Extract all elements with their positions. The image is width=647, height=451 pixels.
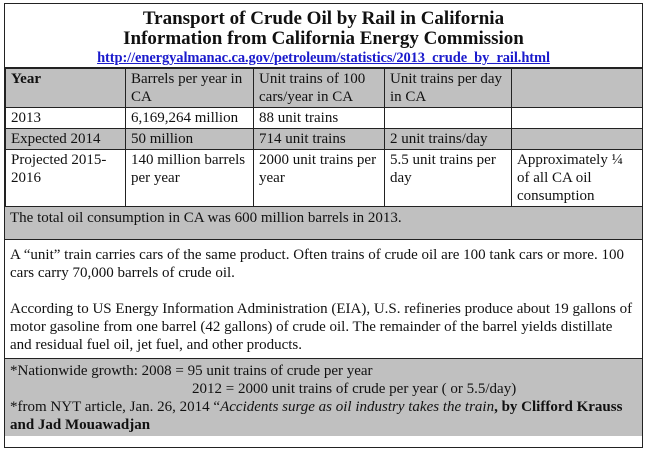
eia-note: According to US Energy Information Admin… [10,301,633,353]
title-line-2: Information from California Energy Commi… [123,28,524,49]
growth-line-1: *Nationwide growth: 2008 = 95 unit train… [10,363,373,379]
table-cell [384,107,512,129]
table-cell: Projected 2015-2016 [5,149,126,207]
consumption-note: The total oil consumption in CA was 600 … [5,207,642,239]
table-cell: Approximately ¼ of all CA oil consumptio… [511,149,643,207]
citation-prefix: *from NYT article, Jan. 26, 2014 “ [10,399,221,415]
table-cell: 50 million [125,128,254,150]
table-cell: Expected 2014 [5,128,126,150]
table-cell: 140 million barrels per year [125,149,254,207]
article-authors: , by Clifford Krauss and Jad Mouawadjan [10,399,623,433]
table-cell: 88 unit trains [253,107,385,129]
article-headline: Accidents surge as oil industry takes th… [220,399,495,415]
header: Transport of Crude Oil by Rail in Califo… [5,4,642,68]
table-cell: 714 unit trains [253,128,385,150]
table-row: Projected 2015-2016 140 million barrels … [5,149,643,207]
table-cell: 2 unit trains/day [384,128,512,150]
footnotes: *Nationwide growth: 2008 = 95 unit train… [5,358,642,436]
table-cell [511,128,643,150]
source-link[interactable]: http://energyalmanac.ca.gov/petroleum/st… [97,50,550,66]
header-cell: Barrels per year in CA [125,68,254,108]
header-cell: Year [5,68,126,108]
growth-line-2: 2012 = 2000 unit trains of crude per yea… [192,381,517,397]
table-cell: 6,169,264 million [125,107,254,129]
explanation-block: A “unit” train carries cars of the same … [5,239,642,358]
data-table: Year Barrels per year in CA Unit trains … [5,68,643,207]
table-cell: 2000 unit trains per year [253,149,385,207]
info-box: Transport of Crude Oil by Rail in Califo… [4,3,643,448]
table-cell: 5.5 unit trains per day [384,149,512,207]
table-cell [511,107,643,129]
table-cell: 2013 [5,107,126,129]
table-row: Expected 2014 50 million 714 unit trains… [5,128,643,150]
nyt-citation: *from NYT article, Jan. 26, 2014 “Accide… [10,398,637,434]
header-row: Year Barrels per year in CA Unit trains … [5,68,643,108]
header-cell: Unit trains of 100 cars/year in CA [253,68,385,108]
header-cell [511,68,643,108]
table-row: 2013 6,169,264 million 88 unit trains [5,107,643,129]
title-line-1: Transport of Crude Oil by Rail in Califo… [142,8,505,29]
header-cell: Unit trains per day in CA [384,68,512,108]
unit-train-note: A “unit” train carries cars of the same … [10,247,624,281]
